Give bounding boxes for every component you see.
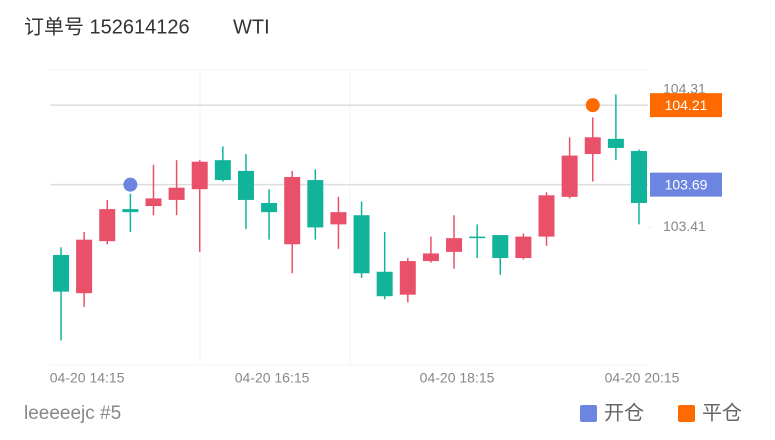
candle-body <box>237 170 254 200</box>
legend-swatch <box>678 405 695 422</box>
candle-body <box>584 137 601 155</box>
candle-body <box>76 239 93 294</box>
x-tick-label: 04-20 14:15 <box>50 370 125 386</box>
candle-body <box>330 212 347 225</box>
candle-body <box>469 236 486 239</box>
price-badge <box>650 93 722 118</box>
x-tick-label: 04-20 16:15 <box>235 370 310 386</box>
legend-label: 平仓 <box>702 401 742 424</box>
candle-body <box>607 138 624 148</box>
candle-body <box>122 209 139 213</box>
x-tick-label: 04-20 20:15 <box>605 370 680 386</box>
candle-body <box>145 198 162 207</box>
price-badge-label: 103.69 <box>665 176 708 192</box>
trade-marker <box>585 98 600 113</box>
candle-body <box>561 155 578 197</box>
candle-body <box>284 176 301 245</box>
candle-body <box>191 161 208 190</box>
candle-body <box>492 235 509 259</box>
candle-body <box>353 215 370 274</box>
candle-body <box>515 236 532 259</box>
candle-body <box>99 209 116 242</box>
order-number: 订单号 152614126 <box>24 15 190 38</box>
candle-body <box>214 160 231 181</box>
y-tick-label: 104.31 <box>663 81 706 97</box>
candle-body <box>53 254 69 292</box>
candle-body <box>631 151 647 203</box>
candle-body <box>168 187 185 200</box>
candle-body <box>538 195 555 237</box>
legend-label: 开仓 <box>604 401 644 424</box>
price-badge-label: 104.21 <box>665 97 708 113</box>
trade-marker <box>123 177 138 192</box>
candle-body <box>446 238 463 252</box>
candle-body <box>422 253 439 262</box>
user-name: leeeeejc #5 <box>24 403 121 424</box>
legend-swatch <box>580 405 597 422</box>
candle-body <box>261 202 278 213</box>
price-badge <box>650 172 722 197</box>
symbol: WTI <box>233 16 270 38</box>
candle-body <box>399 261 416 295</box>
x-tick-label: 04-20 18:15 <box>420 370 495 386</box>
y-tick-label: 103.41 <box>663 218 706 234</box>
candle-body <box>376 271 393 297</box>
candle-body <box>307 180 324 228</box>
